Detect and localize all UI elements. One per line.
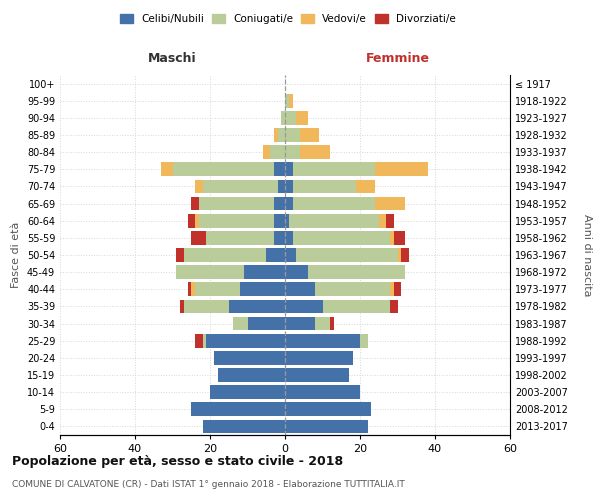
Bar — [296, 111, 308, 124]
Bar — [285, 231, 293, 244]
Bar — [293, 231, 390, 244]
Bar — [274, 231, 285, 244]
Bar — [285, 162, 293, 176]
Bar — [199, 214, 274, 228]
Bar — [360, 334, 367, 347]
Y-axis label: Fasce di età: Fasce di età — [11, 222, 21, 288]
Bar — [191, 282, 195, 296]
Bar — [323, 300, 390, 314]
Bar — [293, 180, 356, 194]
Bar — [187, 214, 195, 228]
Bar — [203, 180, 277, 194]
Bar — [285, 94, 289, 108]
Bar — [195, 334, 203, 347]
Bar — [375, 162, 427, 176]
Text: COMUNE DI CALVATONE (CR) - Dati ISTAT 1° gennaio 2018 - Elaborazione TUTTITALIA.: COMUNE DI CALVATONE (CR) - Dati ISTAT 1°… — [12, 480, 405, 489]
Bar — [191, 196, 199, 210]
Bar — [296, 248, 398, 262]
Bar — [210, 386, 285, 399]
Bar — [401, 248, 409, 262]
Bar — [277, 180, 285, 194]
Bar — [233, 316, 248, 330]
Bar — [300, 128, 319, 142]
Bar — [195, 214, 199, 228]
Bar — [274, 196, 285, 210]
Bar — [191, 402, 285, 416]
Bar — [195, 180, 203, 194]
Bar — [173, 162, 274, 176]
Bar — [390, 231, 394, 244]
Bar — [229, 300, 285, 314]
Text: Femmine: Femmine — [365, 52, 430, 64]
Y-axis label: Anni di nascita: Anni di nascita — [581, 214, 592, 296]
Bar — [199, 196, 274, 210]
Bar — [394, 231, 405, 244]
Bar — [270, 146, 285, 159]
Bar — [285, 300, 323, 314]
Bar — [285, 282, 315, 296]
Bar — [285, 316, 315, 330]
Bar — [285, 111, 296, 124]
Bar — [293, 162, 375, 176]
Bar — [375, 196, 405, 210]
Bar — [300, 146, 330, 159]
Bar — [184, 300, 229, 314]
Bar — [308, 266, 405, 279]
Bar — [315, 316, 330, 330]
Bar — [285, 386, 360, 399]
Bar — [281, 111, 285, 124]
Text: Maschi: Maschi — [148, 52, 197, 64]
Bar — [285, 351, 353, 364]
Bar — [218, 368, 285, 382]
Bar — [285, 420, 367, 434]
Bar — [176, 266, 244, 279]
Bar — [285, 128, 300, 142]
Bar — [285, 146, 300, 159]
Bar — [187, 282, 191, 296]
Bar — [390, 300, 398, 314]
Bar — [356, 180, 375, 194]
Bar — [203, 420, 285, 434]
Bar — [206, 231, 274, 244]
Bar — [240, 282, 285, 296]
Bar — [184, 248, 266, 262]
Bar — [285, 266, 308, 279]
Bar — [285, 402, 371, 416]
Bar — [274, 162, 285, 176]
Bar — [263, 146, 270, 159]
Bar — [274, 214, 285, 228]
Bar — [277, 128, 285, 142]
Legend: Celibi/Nubili, Coniugati/e, Vedovi/e, Divorziati/e: Celibi/Nubili, Coniugati/e, Vedovi/e, Di… — [116, 10, 460, 29]
Bar — [289, 214, 379, 228]
Bar — [161, 162, 173, 176]
Bar — [285, 334, 360, 347]
Bar — [394, 282, 401, 296]
Bar — [248, 316, 285, 330]
Bar — [285, 248, 296, 262]
Bar — [203, 334, 206, 347]
Bar — [285, 214, 289, 228]
Bar — [285, 180, 293, 194]
Bar — [390, 282, 394, 296]
Bar — [293, 196, 375, 210]
Bar — [244, 266, 285, 279]
Bar — [330, 316, 334, 330]
Bar — [195, 282, 240, 296]
Bar — [214, 351, 285, 364]
Bar — [285, 196, 293, 210]
Bar — [266, 248, 285, 262]
Text: Popolazione per età, sesso e stato civile - 2018: Popolazione per età, sesso e stato civil… — [12, 455, 343, 468]
Bar — [386, 214, 394, 228]
Bar — [379, 214, 386, 228]
Bar — [206, 334, 285, 347]
Bar — [274, 128, 277, 142]
Bar — [176, 248, 184, 262]
Bar — [398, 248, 401, 262]
Bar — [285, 368, 349, 382]
Bar — [315, 282, 390, 296]
Bar — [180, 300, 184, 314]
Bar — [191, 231, 206, 244]
Bar — [289, 94, 293, 108]
